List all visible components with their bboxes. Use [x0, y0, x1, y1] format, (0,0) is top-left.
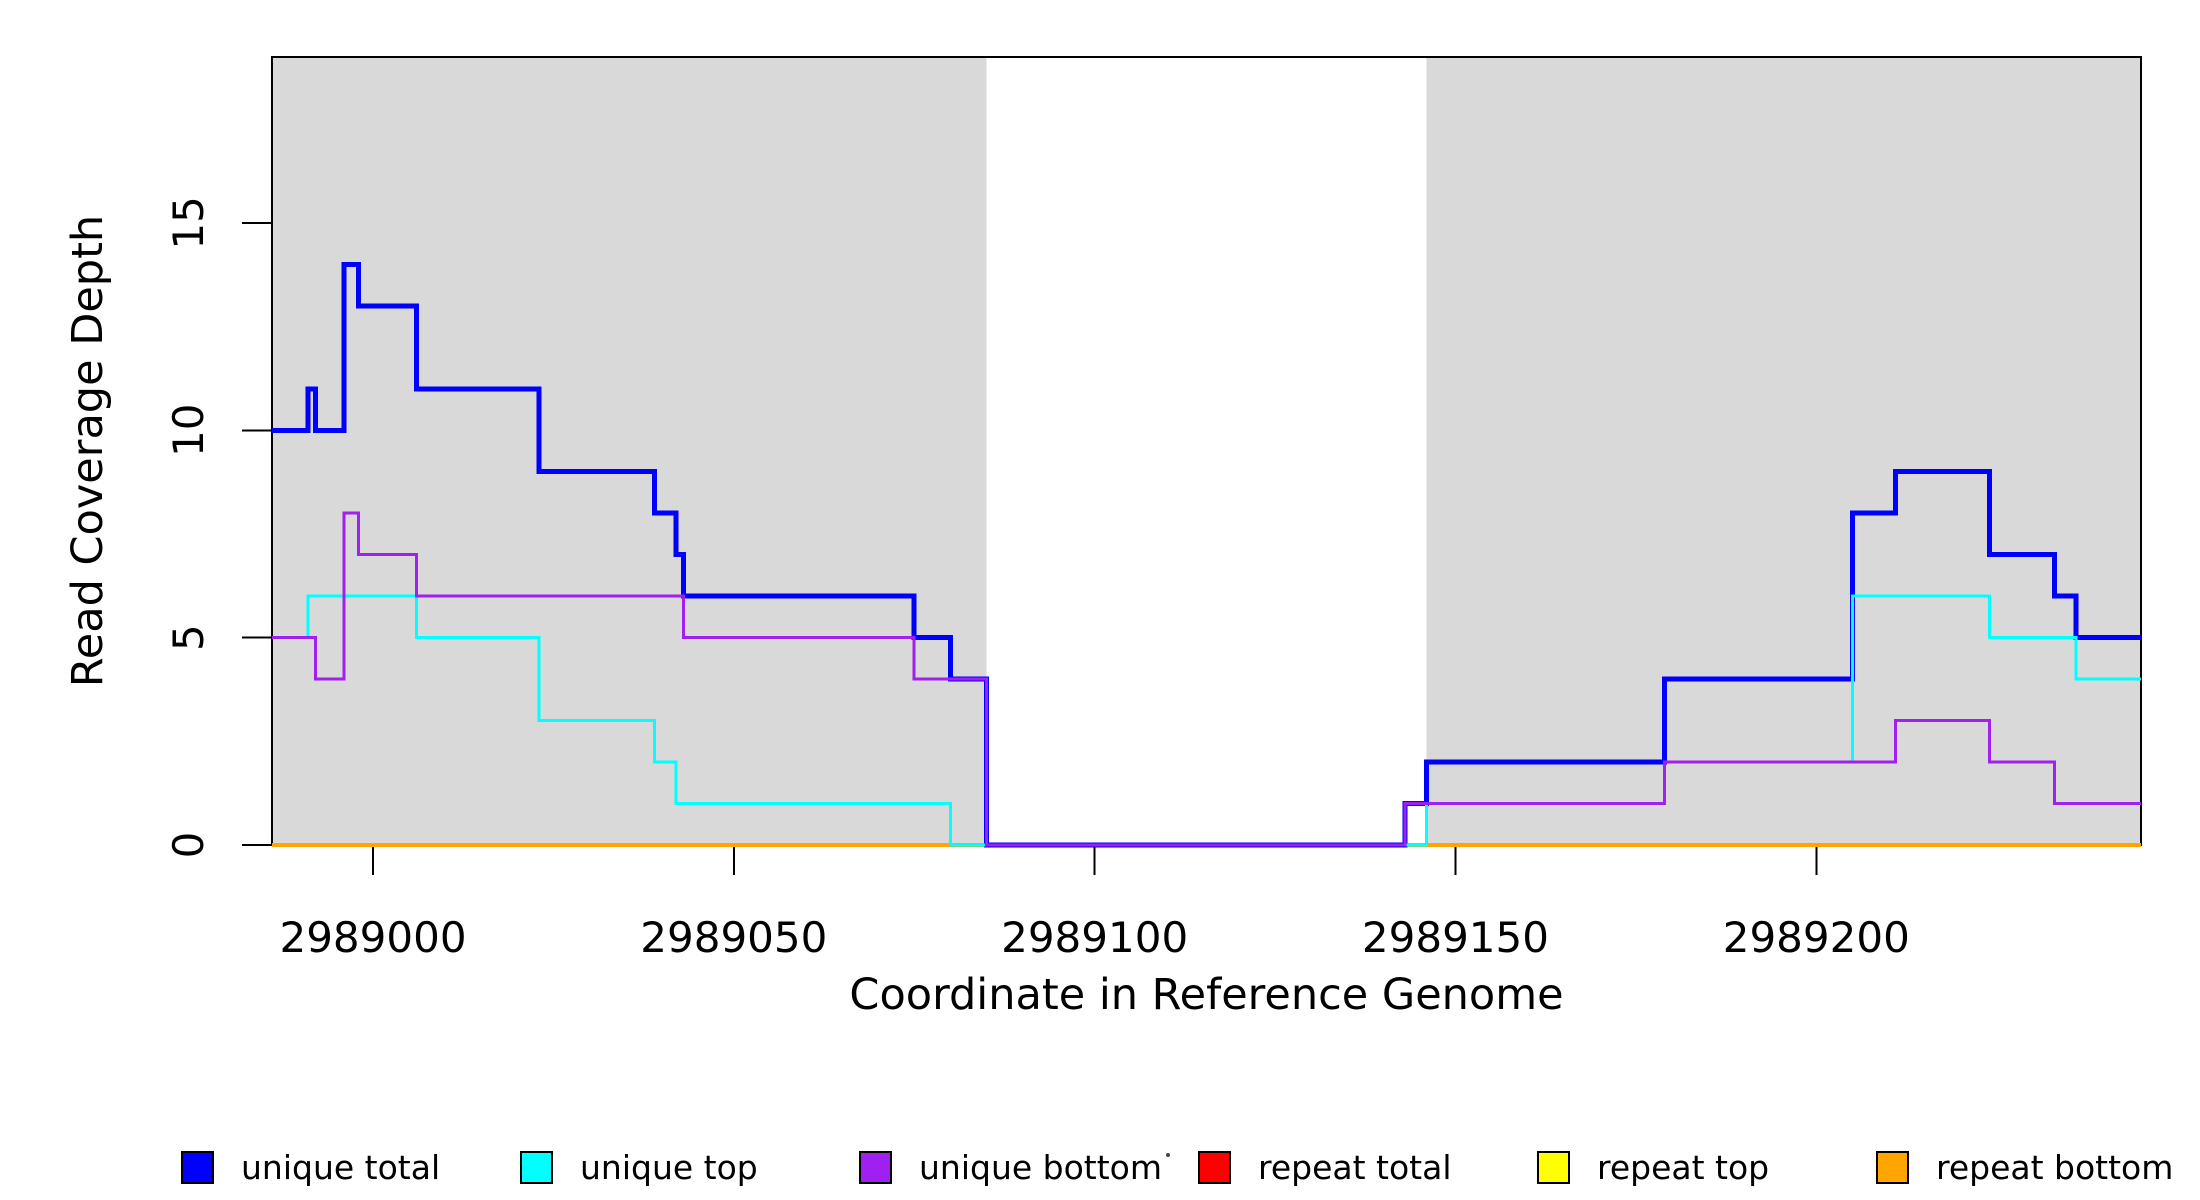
- x-tick-label: 2989000: [279, 913, 466, 962]
- right-alignment-region: [1426, 57, 2141, 845]
- y-tick-label: 5: [164, 624, 213, 651]
- coverage-line-unique-total: [272, 261, 2141, 848]
- x-axis-title: Coordinate in Reference Genome: [849, 970, 1564, 1020]
- stray-dot: [1166, 1153, 1170, 1157]
- y-axis-title: Read Coverage Depth: [63, 214, 113, 688]
- left-alignment-region: [272, 57, 987, 845]
- x-tick-label: 2989150: [1362, 913, 1549, 962]
- y-tick-label: 15: [164, 196, 213, 249]
- x-tick-label: 2989100: [1001, 913, 1188, 962]
- x-tick-label: 2989200: [1723, 913, 1910, 962]
- coverage-line-unique-top: [272, 594, 2141, 847]
- y-tick-label: 0: [164, 832, 213, 859]
- x-tick-label: 2989050: [640, 913, 827, 962]
- coverage-line-unique-bottom: [272, 511, 2141, 847]
- y-tick-label: 10: [164, 404, 213, 457]
